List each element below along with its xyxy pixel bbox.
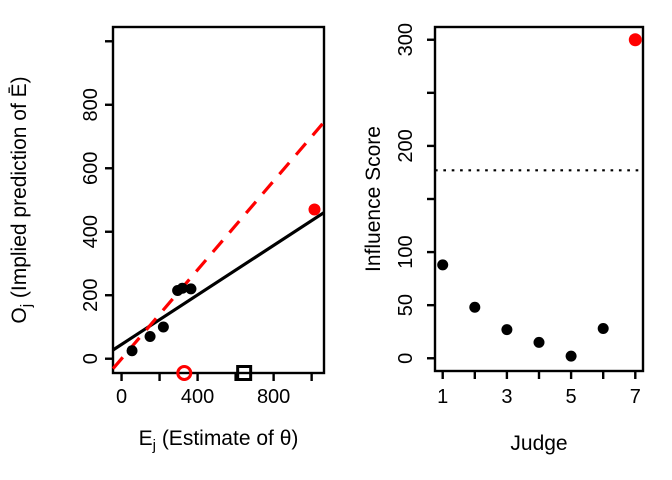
y-tick-label: 100 [395,235,417,268]
x-axis-title: Judge [510,432,567,455]
x-tick-label: 3 [501,386,512,408]
data-point [126,345,138,357]
x-axis-title: Ej (Estimate of θ) [139,427,299,454]
influential-judge-point [308,203,321,216]
data-point [533,336,545,348]
fit-line [112,211,325,352]
data-point [308,203,321,216]
plot-border [433,25,645,373]
y-axis-title: Oj (Implied prediction of Ē) [8,76,35,323]
data-point [501,324,513,336]
axis-marker-open-circle [176,365,193,381]
x-tick-label: 7 [630,386,641,408]
x-tick-label: 5 [566,386,577,408]
data-point [157,321,169,333]
y-axis: 0 200 400 600 800 [80,40,113,364]
influence-score-plot-panel: 1 3 5 7 0 50 100 200 300 Judge Influence Score [362,23,645,455]
influential-judge-point [628,33,642,47]
data-point [628,33,642,47]
data-point [597,323,609,335]
implied-prediction-scatter-panel: 0 400 800 0 200 400 600 800 Ej (Estimate of θ) Oj… [8,25,326,454]
data-point-open-square [236,365,253,381]
y-tick-label: 0 [80,353,102,364]
y-tick-label: 600 [80,152,102,185]
reference-line [111,121,326,370]
y-tick-label: 800 [80,88,102,121]
y-tick-label: 300 [395,23,417,56]
y-tick-label: 400 [80,215,102,248]
data-point [437,259,449,271]
judge-points [437,259,609,362]
y-axis-title: Influence Score [362,126,385,272]
x-tick-label: 800 [257,386,290,408]
data-point-open-circle [176,365,193,381]
x-tick-label: 0 [116,386,127,408]
data-point [565,350,577,362]
axis-marker-open-square [236,365,253,381]
data-point [176,282,188,294]
data-point [185,283,197,295]
x-axis: 0 400 800 [116,373,313,408]
y-tick-label: 200 [80,279,102,312]
y-tick-label: 50 [395,294,417,316]
y-tick-label: 200 [395,129,417,162]
y-tick-label: 0 [395,353,417,364]
data-point [469,301,481,313]
y-axis: 0 50 100 200 300 [395,23,435,364]
x-tick-label: 400 [181,386,214,408]
data-point [144,330,156,342]
x-axis: 1 3 5 7 [437,371,641,408]
plot-border [111,25,326,375]
x-tick-label: 1 [437,386,448,408]
judge-points [126,282,197,357]
